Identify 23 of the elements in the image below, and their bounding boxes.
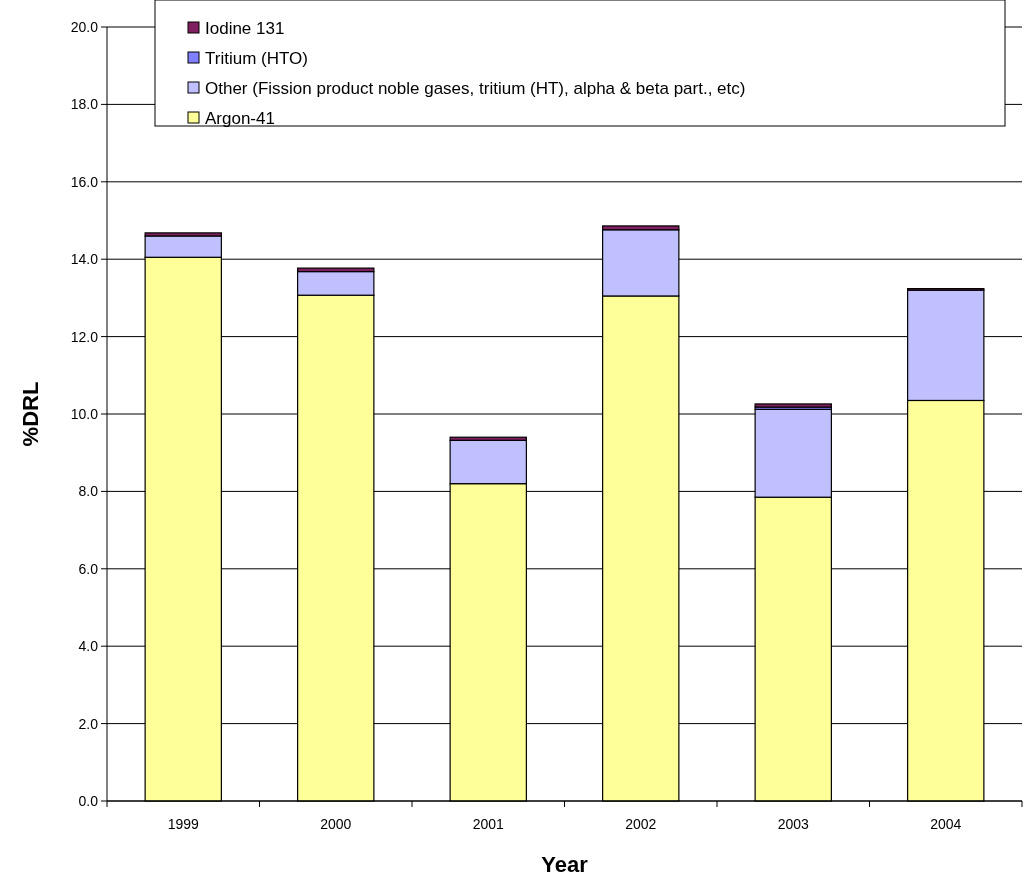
y-tick-label: 6.0 [78, 560, 99, 577]
y-tick-label: 12.0 [70, 328, 99, 345]
y-tick-label: 16.0 [70, 173, 99, 190]
y-tick-label: 4.0 [78, 638, 99, 655]
x-tick-label: 2004 [930, 816, 962, 832]
x-axis-title: Year [541, 852, 589, 877]
x-tick-label: 2003 [777, 816, 810, 832]
y-tick-label: 20.0 [70, 18, 99, 35]
x-tick-label: 2002 [625, 816, 657, 832]
x-tick-label: 2000 [320, 816, 352, 832]
legend-label: Other (Fission product noble gases, tritium (HT), alpha & beta part., etc) [205, 78, 746, 98]
legend-label: Iodine 131 [205, 18, 285, 38]
y-axis-title: %DRL [18, 381, 43, 447]
x-tick-label: 2001 [472, 816, 505, 832]
legend-label: Argon-41 [205, 108, 275, 128]
legend-label: Tritium (HTO) [205, 48, 308, 68]
y-tick-label: 18.0 [70, 96, 99, 113]
y-tick-label: 2.0 [78, 715, 99, 732]
y-tick-label: 10.0 [70, 405, 99, 422]
y-tick-label: 8.0 [78, 483, 99, 500]
y-tick-label: 14.0 [70, 251, 99, 268]
y-tick-label: 0.0 [78, 792, 99, 809]
x-tick-label: 1999 [167, 816, 200, 832]
